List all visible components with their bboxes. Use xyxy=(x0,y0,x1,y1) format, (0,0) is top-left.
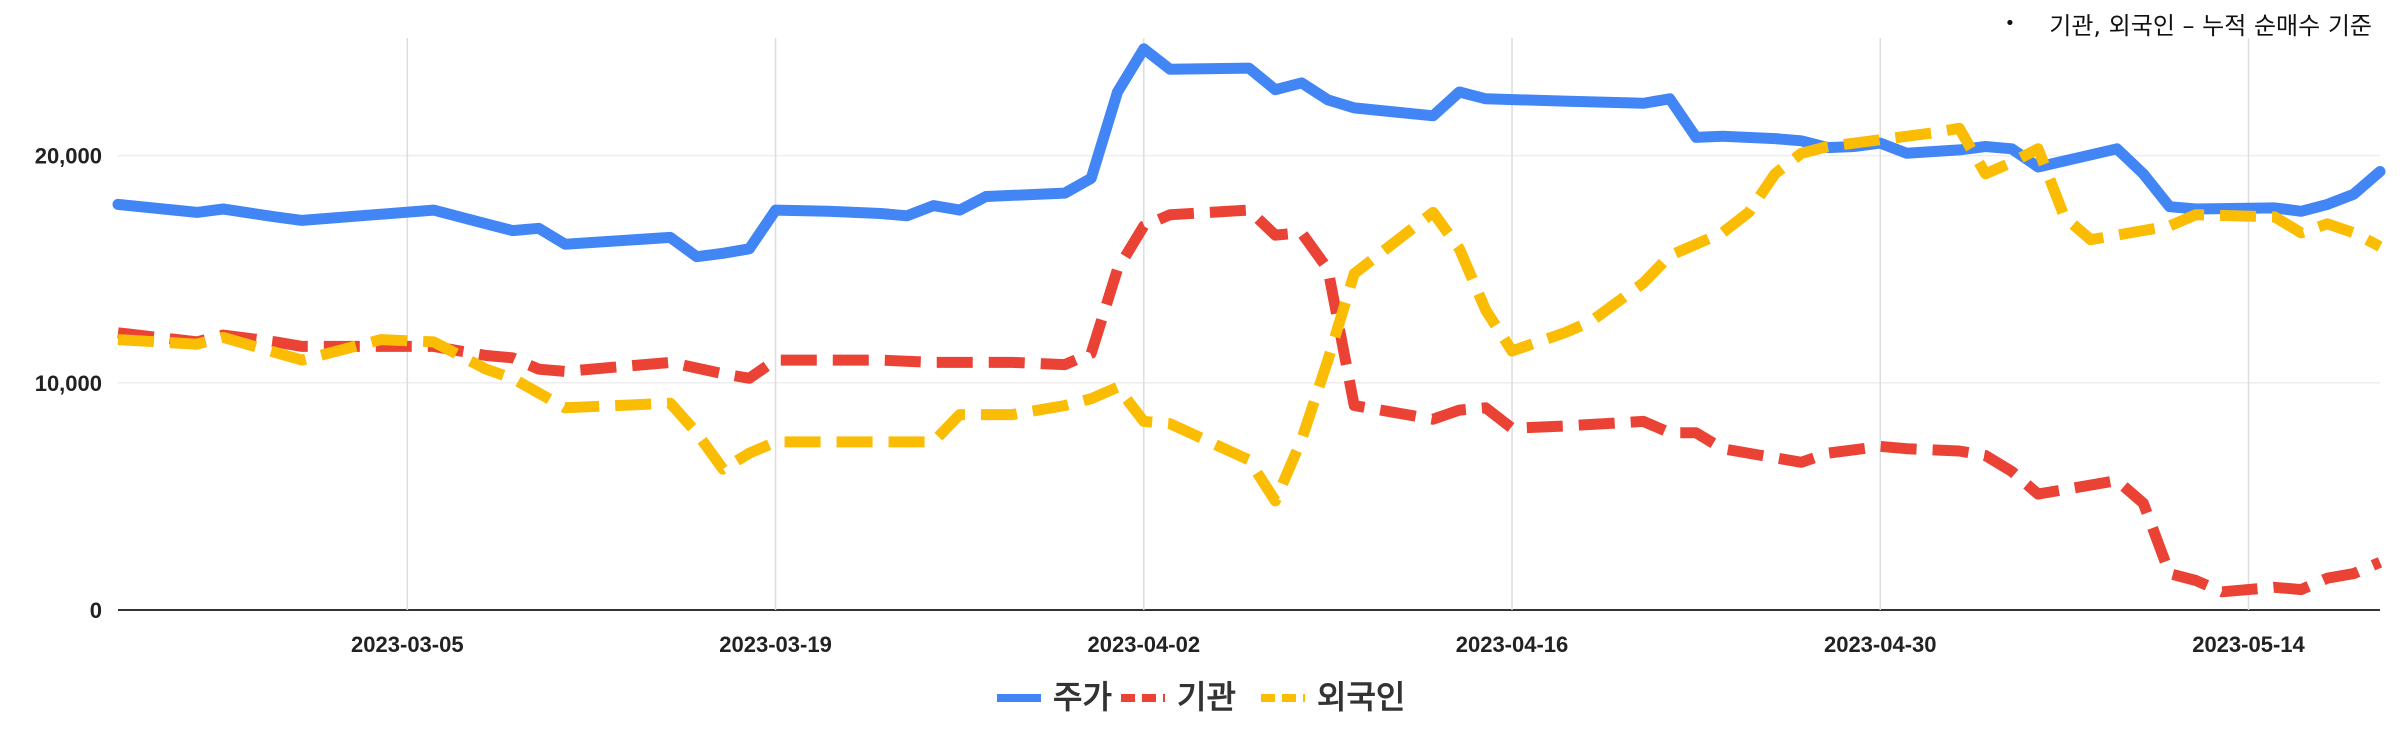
chart-legend: 주가 기관 외국인 xyxy=(997,678,1405,716)
note-bullet: • xyxy=(2004,13,2016,34)
grid-lines xyxy=(118,38,2380,611)
x-tick-label: 2023-04-30 xyxy=(1824,632,1937,657)
y-tick-label: 10,000 xyxy=(35,371,102,396)
y-tick-label: 20,000 xyxy=(35,144,102,169)
x-axis: 2023-03-05 2023-03-19 2023-04-02 2023-04-16… xyxy=(351,632,2305,657)
x-tick-label: 2023-04-16 xyxy=(1456,632,1569,657)
legend-label: 주가 xyxy=(1053,678,1112,716)
legend-label: 기관 xyxy=(1177,678,1236,716)
legend-label: 외국인 xyxy=(1317,678,1405,716)
note-text: 기관, 외국인 – 누적 순매수 기준 xyxy=(2049,12,2372,40)
y-axis: 0 10,000 20,000 xyxy=(35,144,102,623)
x-tick-label: 2023-03-19 xyxy=(719,632,832,657)
x-tick-label: 2023-04-02 xyxy=(1088,632,1201,657)
y-tick-label: 0 xyxy=(90,598,102,623)
series-lines xyxy=(112,43,2386,598)
series-line-1 xyxy=(117,204,2383,598)
chart-note: • 기관, 외국인 – 누적 순매수 기준 xyxy=(2005,6,2372,41)
x-tick-label: 2023-05-14 xyxy=(2192,632,2305,657)
series-line-2 xyxy=(117,122,2383,507)
x-tick-label: 2023-03-05 xyxy=(351,632,464,657)
